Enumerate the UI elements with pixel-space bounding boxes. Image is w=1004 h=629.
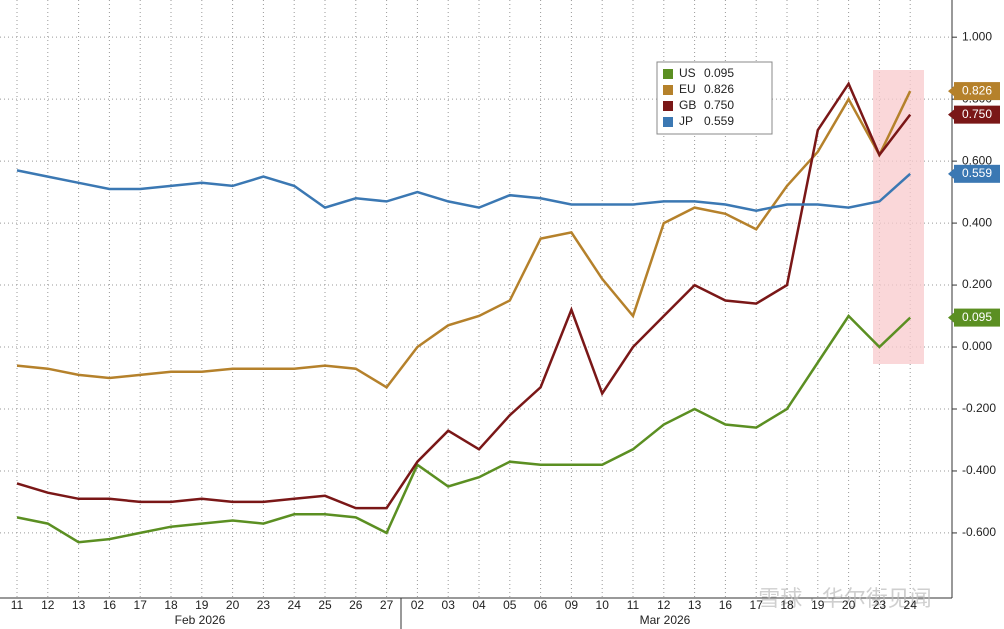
legend-swatch [663,117,673,127]
x-tick-label: 18 [164,598,178,612]
legend-value: 0.095 [704,66,734,80]
legend-box [656,61,773,135]
value-label-pointer [948,168,954,179]
x-tick-label: 06 [534,598,548,612]
x-tick-label: 05 [503,598,517,612]
value-label: 0.750 [962,107,992,121]
x-tick-label: 10 [596,598,610,612]
x-tick-label: 23 [873,598,887,612]
x-tick-label: 03 [442,598,456,612]
x-tick-label: 12 [657,598,671,612]
x-tick-label: 18 [780,598,794,612]
x-tick-label: 17 [134,598,148,612]
highlight-box [873,70,924,364]
y-tick-label: 0.000 [962,339,992,353]
legend-value: 0.559 [704,114,734,128]
legend-swatch [663,85,673,95]
y-tick-label: 1.000 [962,29,992,43]
watermark: 雪球 · 华尔街见闻 [758,586,932,611]
y-tick-label: -0.400 [962,463,996,477]
x-tick-label: 16 [103,598,117,612]
value-label-box [954,308,1000,327]
value-label-pointer [948,86,954,97]
value-label-pointer [948,109,954,120]
value-label-box [954,164,1000,183]
x-tick-label: 17 [750,598,764,612]
line-series [16,314,912,544]
x-tick-label: 04 [472,598,486,612]
legend-name: GB [679,98,696,112]
x-tick-label: 19 [195,598,209,612]
legend-name: EU [679,82,696,96]
x-tick-label: 13 [688,598,702,612]
x-tick-label: 23 [257,598,271,612]
legend-value: 0.826 [704,82,734,96]
value-label-pointer [948,312,954,323]
x-tick-label: 27 [380,598,394,612]
y-tick-label: 0.600 [962,153,992,167]
x-tick-label: 13 [72,598,86,612]
y-tick-label: -0.200 [962,401,996,415]
x-tick-label: 24 [904,598,918,612]
value-label: 0.826 [962,83,992,97]
x-tick-label: 26 [349,598,363,612]
month-label: Mar 2026 [640,613,691,627]
legend-name: US [679,66,696,80]
x-tick-label: 25 [318,598,332,612]
line-series [16,90,912,389]
x-tick-label: 24 [288,598,302,612]
x-tick-label: 16 [719,598,733,612]
line-series [16,169,912,212]
legend-value: 0.750 [704,98,734,112]
x-tick-label: 20 [842,598,856,612]
x-tick-label: 19 [811,598,825,612]
x-tick-label: 02 [411,598,425,612]
legend-swatch [663,101,673,111]
value-label-box [954,82,1000,101]
y-tick-label: 0.200 [962,277,992,291]
month-label: Feb 2026 [175,613,226,627]
value-label: 0.095 [962,310,992,324]
y-tick-label: 0.400 [962,215,992,229]
line-series [16,81,912,510]
legend-swatch [663,69,673,79]
x-tick-label: 11 [11,598,24,612]
x-tick-label: 20 [226,598,240,612]
x-tick-label: 12 [41,598,55,612]
value-label: 0.559 [962,166,992,180]
value-label-box [954,105,1000,124]
x-tick-label: 09 [565,598,579,612]
x-tick-label: 11 [627,598,640,612]
y-tick-label: -0.600 [962,525,996,539]
legend-name: JP [679,114,693,128]
